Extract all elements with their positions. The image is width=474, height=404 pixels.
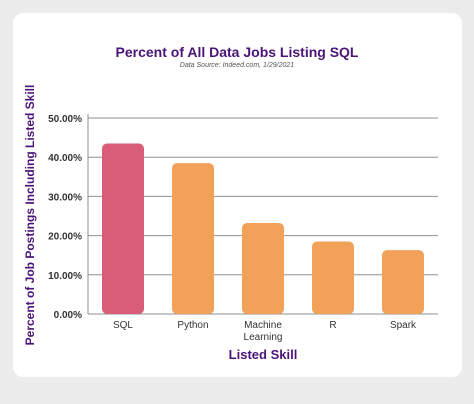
bar <box>102 143 144 314</box>
y-tick-label: 50.00% <box>48 114 82 125</box>
x-axis-label: Listed Skill <box>228 347 298 362</box>
y-tick-label: 40.00% <box>48 153 82 164</box>
x-tick-label: Python <box>177 320 208 331</box>
bar <box>172 163 214 314</box>
bar <box>312 241 354 314</box>
x-tick-label: R <box>329 320 336 331</box>
bar <box>242 223 284 314</box>
x-tick-label: SQL <box>113 320 133 331</box>
y-tick-label: 30.00% <box>48 192 82 203</box>
chart-subtitle: Data Source: Indeed.com, 1/29/2021 <box>179 62 295 69</box>
y-tick-label: 10.00% <box>48 271 82 282</box>
y-tick-label: 0.00% <box>54 310 82 321</box>
y-tick-label: 20.00% <box>48 232 82 243</box>
bar <box>382 250 424 314</box>
chart-title: Percent of All Data Jobs Listing SQL <box>115 44 359 60</box>
x-tick-label: Spark <box>390 320 417 331</box>
x-tick-label: Machine Learning <box>244 320 283 343</box>
